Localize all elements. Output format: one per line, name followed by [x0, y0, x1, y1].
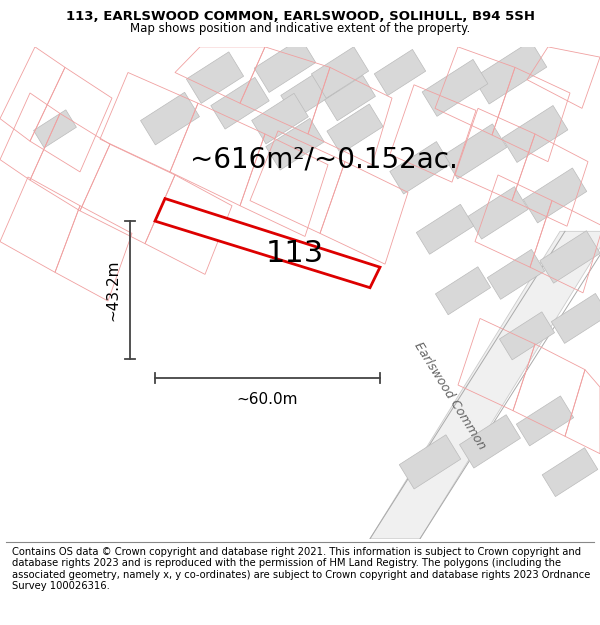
Polygon shape	[517, 396, 574, 446]
Polygon shape	[370, 231, 600, 539]
Polygon shape	[443, 124, 507, 179]
Text: ~60.0m: ~60.0m	[237, 392, 298, 408]
Polygon shape	[211, 78, 269, 129]
Polygon shape	[551, 294, 600, 343]
Polygon shape	[311, 47, 368, 98]
Polygon shape	[140, 92, 199, 145]
Polygon shape	[251, 93, 308, 144]
Polygon shape	[422, 59, 488, 116]
Polygon shape	[460, 415, 520, 468]
Polygon shape	[499, 312, 554, 360]
Polygon shape	[254, 38, 316, 92]
Polygon shape	[468, 187, 528, 239]
Polygon shape	[436, 267, 491, 315]
Polygon shape	[540, 231, 600, 283]
Polygon shape	[502, 106, 568, 162]
Text: ~616m²/~0.152ac.: ~616m²/~0.152ac.	[190, 146, 458, 174]
Text: 113: 113	[266, 239, 324, 268]
Polygon shape	[325, 76, 376, 121]
Polygon shape	[187, 52, 244, 103]
Text: ~43.2m: ~43.2m	[105, 259, 120, 321]
Polygon shape	[155, 199, 380, 288]
Polygon shape	[390, 142, 450, 194]
Polygon shape	[266, 118, 324, 170]
Polygon shape	[523, 168, 587, 223]
Text: Map shows position and indicative extent of the property.: Map shows position and indicative extent…	[130, 22, 470, 35]
Polygon shape	[542, 448, 598, 497]
Polygon shape	[399, 435, 461, 489]
Polygon shape	[473, 41, 547, 104]
Text: Earlswood Common: Earlswood Common	[412, 339, 488, 451]
Polygon shape	[487, 249, 545, 299]
Text: Contains OS data © Crown copyright and database right 2021. This information is : Contains OS data © Crown copyright and d…	[12, 546, 590, 591]
Polygon shape	[327, 104, 383, 154]
Polygon shape	[416, 204, 473, 254]
Polygon shape	[34, 110, 76, 148]
Text: 113, EARLSWOOD COMMON, EARLSWOOD, SOLIHULL, B94 5SH: 113, EARLSWOOD COMMON, EARLSWOOD, SOLIHU…	[65, 10, 535, 23]
Polygon shape	[374, 49, 426, 96]
Polygon shape	[281, 67, 339, 119]
